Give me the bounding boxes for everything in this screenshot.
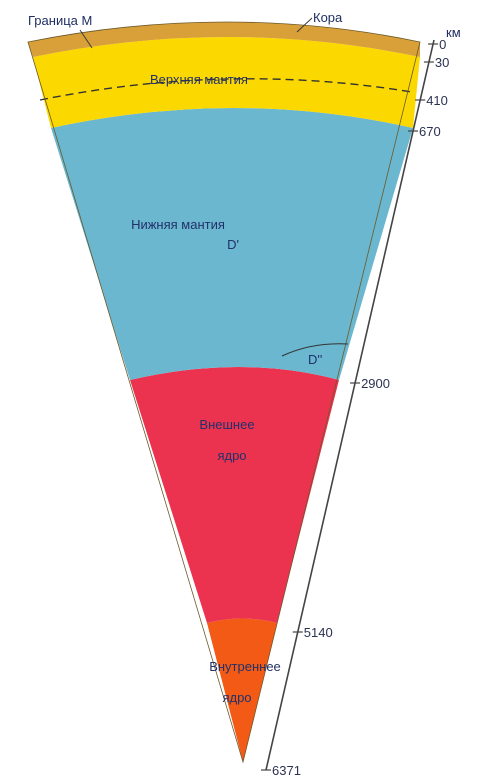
outer-core-layer: [130, 367, 339, 623]
d-double-prime-label: D'': [308, 352, 322, 367]
depth-label-410: 410: [426, 93, 448, 108]
moho-pointer: [79, 29, 93, 49]
lower-mantle-layer: [51, 108, 413, 380]
km-unit-label: км: [446, 25, 461, 40]
depth-label-2900: 2900: [361, 376, 390, 391]
moho-label: Граница М: [28, 13, 92, 28]
depth-label-30: 30: [435, 55, 449, 70]
depth-label-0: 0: [439, 37, 446, 52]
depth-label-5140: 5140: [304, 625, 333, 640]
boundary-410-dashed-line: [39, 78, 413, 101]
crust-layer: [28, 22, 420, 57]
inner-core-label-line1: Внутреннее: [209, 659, 281, 674]
depth-ticks: 0 30 410 670 2900 5140 6371: [261, 37, 449, 778]
lower-mantle-label: Нижняя мантия: [131, 217, 225, 232]
outer-core-label-line1: Внешнее: [199, 417, 254, 432]
sector-outline: [27, 21, 421, 764]
inner-core-label-line2: ядро: [222, 690, 251, 705]
crust-label: Кора: [313, 10, 343, 25]
upper-mantle-label: Верхняя мантия: [150, 72, 248, 87]
crust-pointer: [296, 17, 313, 33]
inner-core-layer: [207, 618, 277, 762]
d-prime-label: D': [227, 237, 239, 252]
upper-mantle-layer: [33, 37, 420, 128]
d-double-prime-arc: [281, 343, 349, 357]
depth-scale-line: [265, 39, 435, 771]
outer-core-label-line2: ядро: [217, 448, 246, 463]
depth-label-6371: 6371: [272, 763, 301, 778]
depth-label-670: 670: [419, 124, 441, 139]
